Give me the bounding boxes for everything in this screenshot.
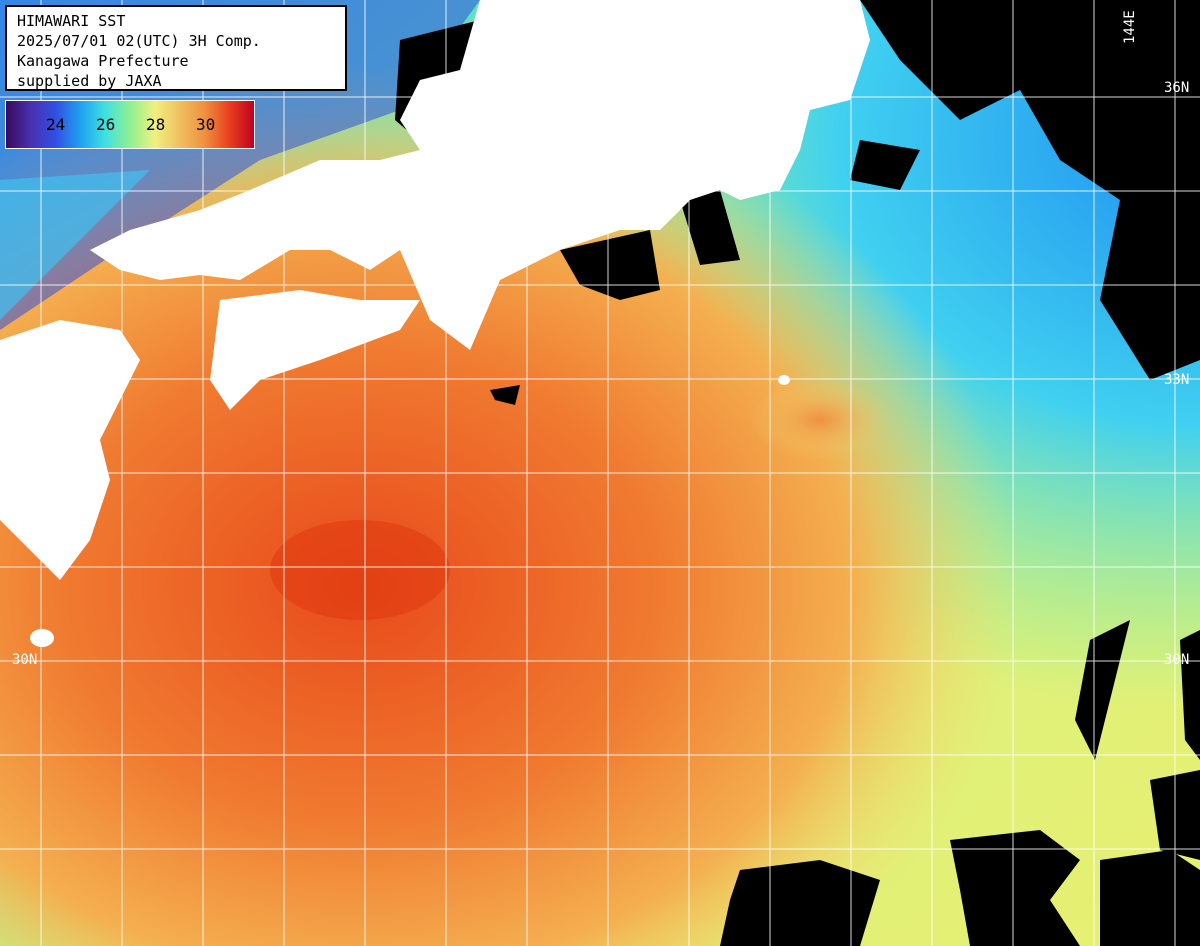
legend-tick-26: 26 [96, 115, 116, 134]
info-box: HIMAWARI SST 2025/07/01 02(UTC) 3H Comp.… [5, 5, 347, 91]
shikoku [210, 290, 420, 410]
legend-tick-30: 30 [196, 115, 216, 134]
kyushu [0, 320, 140, 580]
small-island [30, 629, 54, 647]
lat-label-30n-west: 30N [12, 652, 38, 668]
timestamp: 2025/07/01 02(UTC) 3H Comp. [17, 32, 261, 50]
cool-water-sea-of-japan [0, 170, 150, 320]
warm-core [270, 520, 450, 620]
izu-island [778, 375, 790, 385]
honshu [90, 0, 870, 350]
lat-label-36n: 36N [1164, 80, 1190, 96]
region-name: Kanagawa Prefecture [17, 52, 189, 70]
lon-label-144e: 144E [1122, 10, 1138, 44]
color-scale-legend: 24 26 28 30 [5, 100, 255, 149]
legend-tick-24: 24 [46, 115, 66, 134]
lat-label-33n: 33N [1164, 372, 1190, 388]
land-masses [0, 0, 870, 647]
boso-izu [525, 200, 560, 240]
legend-tick-28: 28 [146, 115, 166, 134]
product-title: HIMAWARI SST [17, 12, 126, 30]
lat-label-30n-east: 30N [1164, 652, 1190, 668]
credit: supplied by JAXA [17, 72, 162, 90]
warm-eddy [750, 380, 890, 460]
